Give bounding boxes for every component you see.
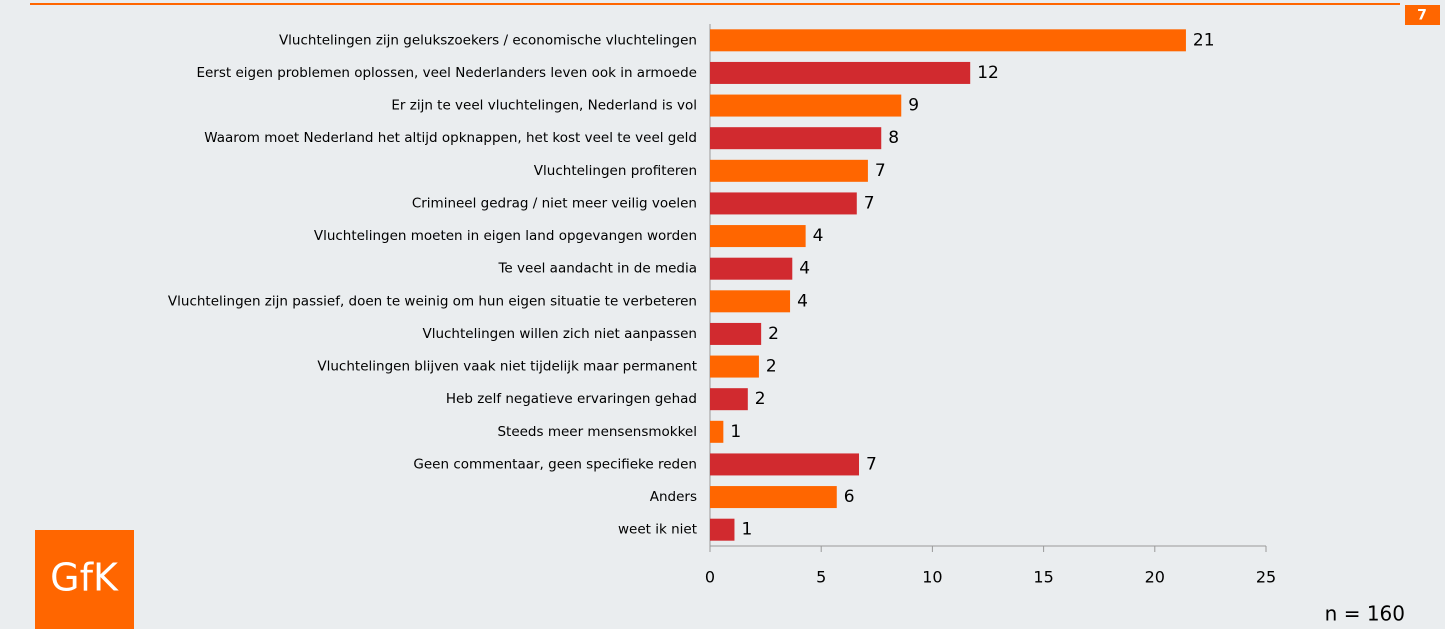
bar xyxy=(710,518,735,541)
bar xyxy=(710,94,902,117)
data-label: 7 xyxy=(875,161,886,181)
data-label: 4 xyxy=(797,291,808,311)
bar xyxy=(710,453,860,476)
data-label: 4 xyxy=(813,226,824,246)
bar xyxy=(710,388,748,411)
bar xyxy=(710,322,762,345)
data-label: 7 xyxy=(866,454,877,474)
category-label: Vluchtelingen zijn gelukszoekers / econo… xyxy=(279,32,697,48)
bar xyxy=(710,192,857,215)
bar xyxy=(710,290,791,313)
data-label: 2 xyxy=(766,357,777,377)
category-label: Geen commentaar, geen specifieke reden xyxy=(413,456,697,472)
category-label: Vluchtelingen willen zich niet aanpassen xyxy=(422,326,697,342)
data-label: 8 xyxy=(888,128,899,148)
bar xyxy=(710,420,724,443)
x-tick-label: 15 xyxy=(1033,568,1053,587)
data-label: 1 xyxy=(730,422,741,442)
category-label: Anders xyxy=(650,489,697,505)
bar xyxy=(710,355,759,378)
x-tick-label: 0 xyxy=(705,568,715,587)
logo-box xyxy=(35,530,134,629)
logo: GfK xyxy=(50,556,119,600)
bar xyxy=(710,486,837,509)
category-label: Vluchtelingen moeten in eigen land opgev… xyxy=(314,228,697,244)
data-label: 2 xyxy=(755,389,766,409)
data-label: 12 xyxy=(977,63,999,83)
data-label: 2 xyxy=(768,324,779,344)
bar xyxy=(710,127,882,150)
x-tick-label: 20 xyxy=(1145,568,1165,587)
bar xyxy=(710,257,793,280)
category-label: weet ik niet xyxy=(618,522,697,538)
x-tick-label: 25 xyxy=(1256,568,1276,587)
page-number: 7 xyxy=(1417,8,1427,24)
category-label: Er zijn te veel vluchtelingen, Nederland… xyxy=(391,98,697,114)
sample-size-note: n = 160 xyxy=(1325,602,1405,626)
data-label: 9 xyxy=(908,96,919,116)
category-label: Waarom moet Nederland het altijd opknapp… xyxy=(204,130,697,146)
bar xyxy=(710,225,806,248)
bar xyxy=(710,61,971,84)
category-label: Vluchtelingen profiteren xyxy=(534,163,697,179)
page-number-box xyxy=(1405,5,1440,25)
category-label: Steeds meer mensensmokkel xyxy=(497,424,697,440)
category-label: Vluchtelingen blijven vaak niet tijdelij… xyxy=(317,359,697,375)
category-label: Eerst eigen problemen oplossen, veel Ned… xyxy=(196,65,697,81)
category-label: Heb zelf negatieve ervaringen gehad xyxy=(446,391,697,407)
data-label: 1 xyxy=(741,520,752,540)
category-label: Vluchtelingen zijn passief, doen te wein… xyxy=(168,293,697,309)
data-label: 21 xyxy=(1193,30,1215,50)
bar xyxy=(710,29,1186,52)
x-tick-label: 5 xyxy=(816,568,826,587)
data-label: 6 xyxy=(844,487,855,507)
data-label: 7 xyxy=(864,193,875,213)
category-label: Te veel aandacht in de media xyxy=(497,261,697,277)
bar xyxy=(710,159,868,182)
category-label: Crimineel gedrag / niet meer veilig voel… xyxy=(412,195,697,211)
data-label: 4 xyxy=(799,259,810,279)
x-tick-label: 10 xyxy=(922,568,942,587)
